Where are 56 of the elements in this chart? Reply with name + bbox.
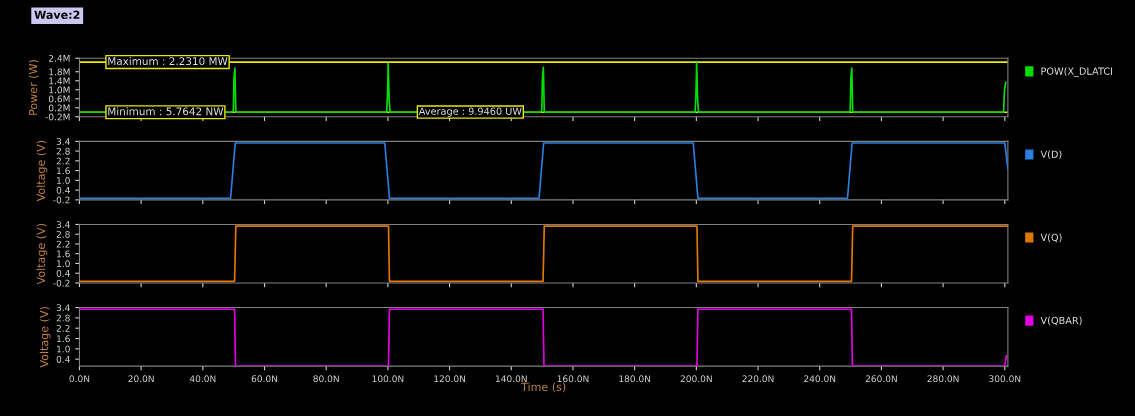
y-axis-title: Voltage (V) <box>36 140 48 202</box>
y-axis-title: Voltage (V) <box>36 223 48 285</box>
legend-label: POW(X_DLATCI <box>1041 67 1113 77</box>
y-tick-label: 3.4 <box>56 304 70 312</box>
x-tick-label: 200.0N <box>680 375 712 383</box>
legend-label: V(Q) <box>1040 233 1062 243</box>
y-tick-label: 1.6 <box>57 167 70 175</box>
legend-label: V(QBAR) <box>1040 316 1082 326</box>
x-tick-label: 260.0N <box>865 375 897 383</box>
y-tick-label: 1.0 <box>57 177 70 184</box>
x-tick-label: 60.0N <box>251 375 278 383</box>
x-tick-label: 180.0N <box>619 375 651 383</box>
y-tick-label: 0.2M <box>48 104 70 112</box>
y-tick-label: 1.6 <box>57 335 70 343</box>
legend-label: V(D) <box>1040 150 1062 160</box>
y-tick-label: 2.2 <box>56 324 70 332</box>
y-tick-label: 2.8 <box>56 147 70 155</box>
x-tick-label: 220.0N <box>742 375 774 383</box>
x-tick-label: 80.0N <box>313 375 339 383</box>
y-tick-label: 1.6 <box>57 250 70 258</box>
chart-title: Wave:2 <box>34 10 80 19</box>
y-tick-label: 3.4 <box>56 221 70 229</box>
ref-line-label: Minimum : 5.7642 NW <box>108 107 224 116</box>
y-tick-label: 0.4 <box>56 269 70 277</box>
x-tick-label: 0.0N <box>69 375 90 383</box>
y-tick-label: 1.0 <box>57 260 70 268</box>
y-tick-label: 1.0M <box>49 86 70 94</box>
x-tick-label: 280.0N <box>927 375 959 383</box>
y-axis-title: Power (W) <box>28 60 39 115</box>
y-tick-label: 2.2 <box>56 157 70 165</box>
x-tick-label: 240.0N <box>804 375 836 383</box>
x-tick-label: 20.0N <box>128 375 154 383</box>
x-axis-title: Time (s) <box>521 382 566 393</box>
y-tick-label: -0.2 <box>53 279 70 287</box>
x-tick-label: 100.0N <box>372 375 404 383</box>
y-tick-label: 0.4 <box>56 355 70 363</box>
x-tick-label: 140.0N <box>495 375 527 383</box>
y-tick-label: 1.4M <box>49 77 70 85</box>
y-tick-label: 1.0 <box>57 345 70 353</box>
y-tick-label: 2.8 <box>56 230 70 238</box>
ref-line-label: Maximum : 2.2310 MW <box>108 57 228 66</box>
y-axis-title: Voltage (V) <box>39 307 51 368</box>
y-tick-label: 2.2 <box>56 240 70 248</box>
y-tick-label: 2.4M <box>48 54 70 62</box>
x-tick-label: 120.0N <box>434 375 465 383</box>
x-tick-label: 40.0N <box>189 375 216 383</box>
y-tick-label: 0.4 <box>56 186 70 194</box>
y-tick-label: 0.6M <box>48 95 70 103</box>
y-tick-label: 3.4 <box>56 138 70 145</box>
y-tick-label: 1.8M <box>49 68 70 76</box>
y-tick-label: 2.8 <box>56 314 70 322</box>
x-tick-label: 160.0N <box>557 375 589 383</box>
x-tick-label: 300.0N <box>989 375 1021 383</box>
y-tick-label: -0.2M <box>45 113 70 121</box>
annotation: Average : 9.9460 UW <box>418 107 522 117</box>
y-tick-label: -0.2 <box>53 196 70 204</box>
